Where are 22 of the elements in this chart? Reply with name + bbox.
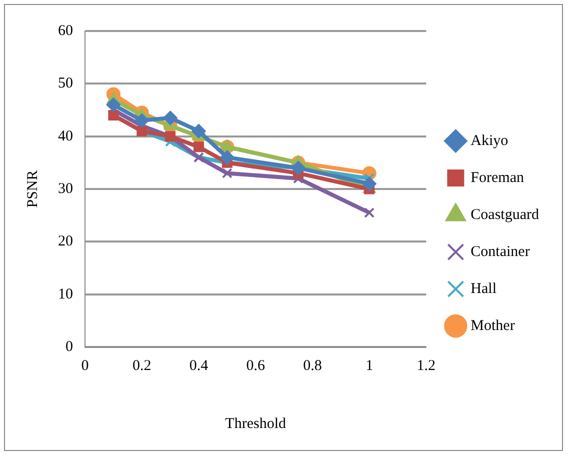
- x-tick-label: 0.2: [132, 358, 152, 374]
- y-tick-label: 60: [58, 22, 73, 39]
- y-tick-label: 40: [58, 128, 73, 144]
- y-tick-label: 50: [58, 76, 73, 92]
- legend-label: Coastguard: [470, 206, 540, 223]
- y-axis-title: PSNR: [24, 170, 41, 208]
- x-axis-title: Threshold: [225, 416, 286, 432]
- x-tick-label: 0.6: [246, 358, 266, 374]
- y-tick-label: 10: [58, 286, 73, 302]
- x-tick-label: 1: [366, 358, 374, 374]
- y-tick-label: 20: [58, 234, 73, 250]
- legend-label: Mother: [470, 318, 515, 334]
- legend-label: Akiyo: [470, 132, 508, 149]
- x-tick-label: 0.4: [189, 358, 209, 374]
- legend-label: Container: [470, 244, 530, 260]
- legend-label: Hall: [470, 280, 497, 297]
- x-tick-label: 0.8: [303, 358, 322, 374]
- y-tick-label: 0: [66, 338, 73, 355]
- x-tick-label: 1.2: [416, 358, 436, 374]
- legend-label: Foreman: [470, 170, 524, 186]
- x-tick-label: 0: [81, 358, 89, 374]
- y-tick-label: 30: [58, 180, 73, 197]
